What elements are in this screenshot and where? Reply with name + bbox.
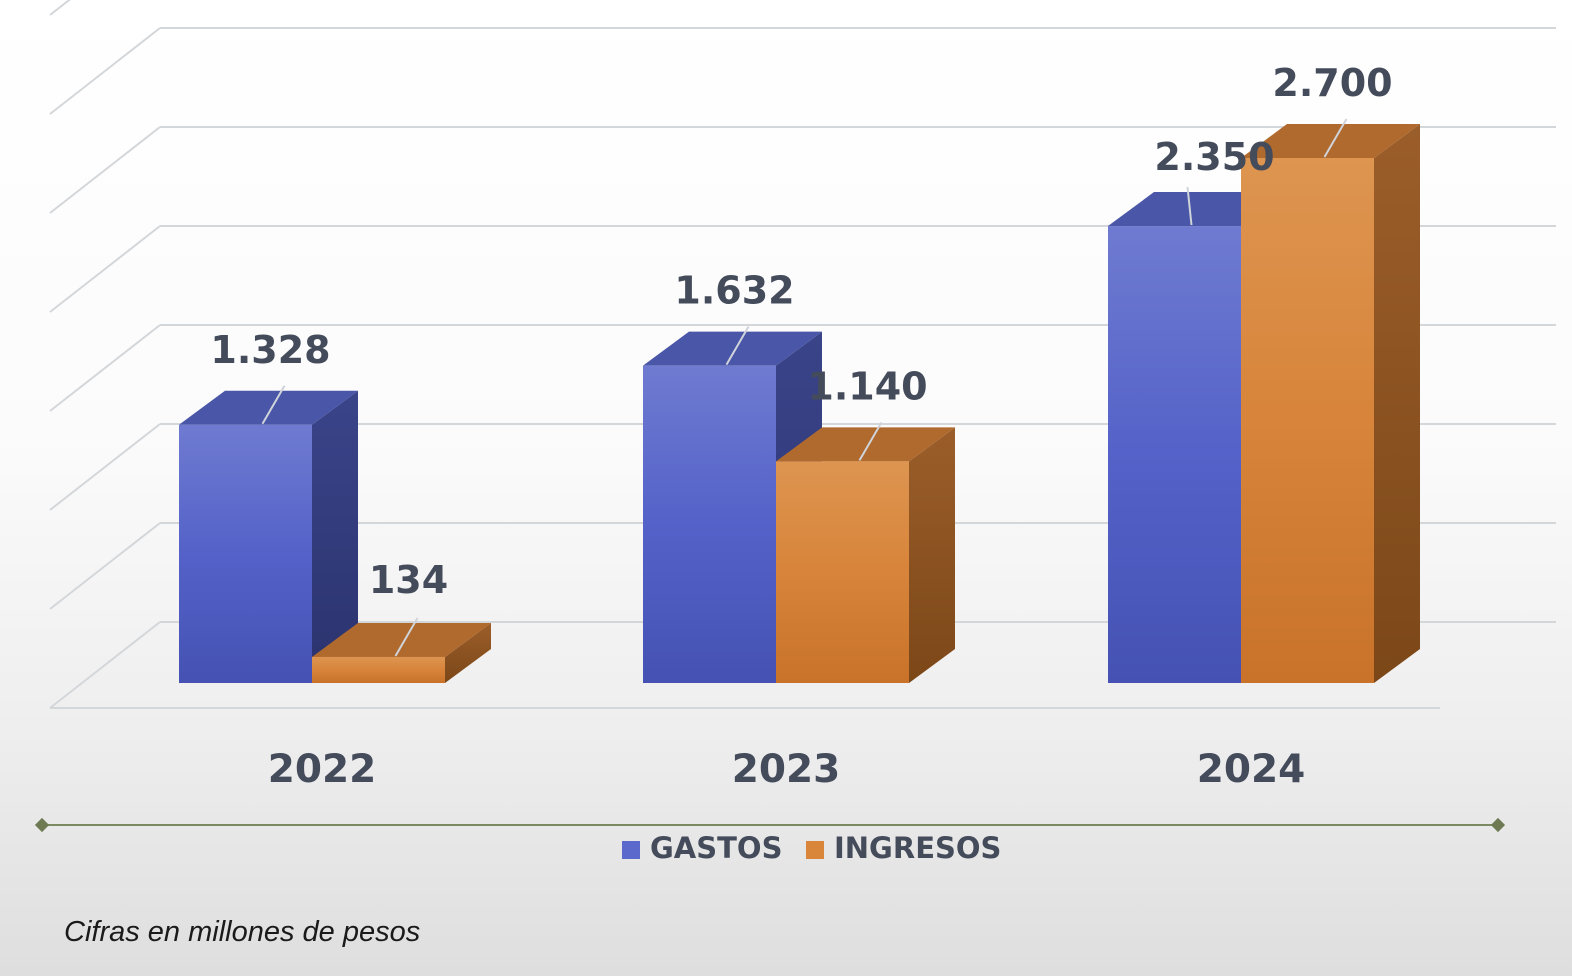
category-label: 2022 — [268, 747, 377, 792]
data-label: 2.350 — [1154, 135, 1274, 179]
category-label: 2024 — [1197, 747, 1306, 792]
bar-front-face — [312, 656, 445, 683]
bar-top-face — [179, 390, 358, 425]
bar-top-face — [1241, 124, 1420, 158]
bar-front-face — [179, 424, 312, 683]
data-label-leader — [261, 385, 286, 425]
legend-rule-right-diamond — [1490, 817, 1506, 833]
bar-top-face — [776, 427, 955, 462]
gridline-side — [49, 423, 161, 511]
floor-side-line — [49, 621, 161, 709]
data-label: 1.140 — [807, 364, 927, 408]
bars — [179, 124, 1420, 684]
bar-ingresos-2024 — [1241, 124, 1420, 683]
bar-ingresos-2022 — [312, 622, 491, 683]
bar-top-face — [643, 331, 822, 366]
units-note: Cifras en millones de pesos — [64, 916, 421, 948]
bar-ingresos-2023 — [776, 427, 955, 683]
bar-top-face — [312, 622, 491, 657]
legend-swatch-gastos — [622, 841, 640, 859]
bar-front-face — [776, 461, 909, 683]
category-label: 2023 — [732, 747, 841, 792]
bar-front-face — [1241, 158, 1374, 683]
legend-label-ingresos: INGRESOS — [834, 831, 1001, 865]
gridline-side — [49, 225, 161, 313]
data-label-leader — [394, 617, 419, 657]
legend-label-gastos: GASTOS — [650, 831, 782, 865]
bar-gastos-2022 — [179, 390, 358, 683]
bar-front-face — [1108, 226, 1241, 684]
category-axis: 2022 2023 2024 — [268, 747, 1306, 792]
legend: GASTOS INGRESOS — [34, 817, 1506, 865]
gridline-side — [49, 126, 161, 214]
data-label-leader — [1323, 118, 1348, 158]
gridline-side — [49, 0, 71, 16]
data-label-leader — [1186, 186, 1193, 226]
bar-side-face — [909, 427, 955, 683]
bar-side-face — [1374, 124, 1420, 683]
data-label: 1.328 — [210, 328, 330, 372]
data-label-leader — [858, 421, 883, 461]
data-labels: 1.328 134 1.632 1.140 2.350 2.700 — [210, 61, 1393, 657]
data-label-leader — [725, 326, 750, 366]
legend-swatch-ingresos — [806, 841, 824, 859]
data-label: 2.700 — [1272, 61, 1392, 105]
gridline-side — [49, 27, 161, 115]
gridline-side — [49, 522, 161, 610]
data-label: 1.632 — [674, 269, 794, 313]
bar-side-face — [312, 390, 358, 683]
bar-front-face — [643, 365, 776, 683]
data-label: 134 — [369, 558, 448, 602]
legend-rule-left-diamond — [34, 817, 50, 833]
bar-side-face — [445, 622, 491, 683]
gridline-side — [49, 324, 161, 412]
